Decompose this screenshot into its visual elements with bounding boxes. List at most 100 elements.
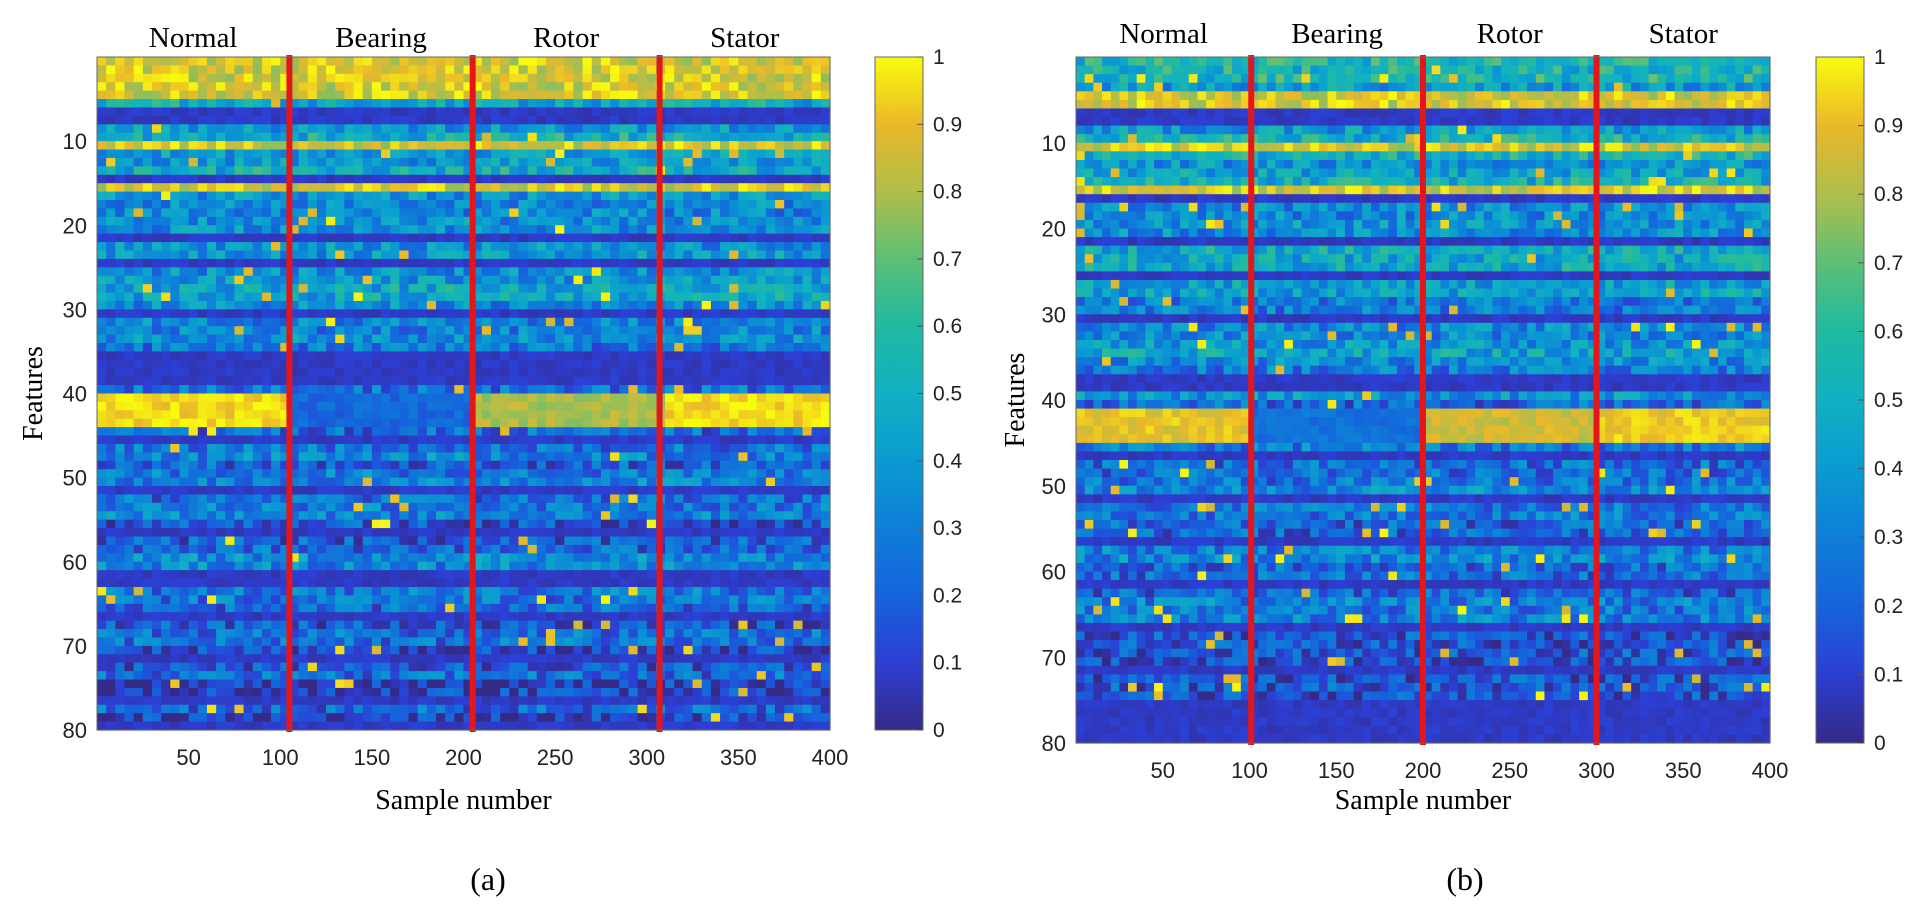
heatmap-cell	[381, 166, 391, 176]
heatmap-cell	[665, 334, 675, 344]
heatmap-cell	[170, 519, 181, 529]
heatmap-cell	[133, 494, 144, 504]
heatmap-cell	[472, 469, 483, 479]
heatmap-cell	[335, 275, 345, 285]
heatmap-cell	[362, 267, 373, 277]
heatmap-cell	[344, 300, 355, 310]
heatmap-cell	[390, 578, 400, 588]
heatmap-cell	[729, 326, 739, 336]
heatmap-cell	[490, 57, 501, 67]
heatmap-cell	[573, 309, 584, 319]
heatmap-cell	[747, 401, 758, 411]
heatmap-cell	[820, 410, 831, 420]
heatmap-cell	[188, 258, 199, 268]
heatmap-cell	[729, 191, 739, 201]
heatmap-cell	[371, 351, 382, 361]
heatmap-cell	[765, 90, 776, 100]
heatmap-cell	[133, 368, 144, 378]
heatmap-cell	[765, 326, 776, 336]
heatmap-cell	[518, 460, 529, 470]
heatmap-cell	[344, 393, 355, 403]
heatmap-cell	[97, 536, 107, 546]
heatmap-cell	[674, 435, 684, 445]
heatmap-cell	[417, 317, 428, 327]
heatmap-cell	[151, 174, 162, 184]
heatmap-cell	[161, 82, 171, 92]
heatmap-cell	[820, 191, 831, 201]
heatmap-cell	[390, 115, 400, 125]
heatmap-cell	[106, 317, 116, 327]
heatmap-cell	[747, 242, 758, 252]
heatmap-cell	[344, 124, 355, 134]
heatmap-cell	[775, 292, 785, 302]
heatmap-cell	[161, 157, 171, 167]
heatmap-cell	[765, 317, 776, 327]
heatmap-cell	[234, 57, 245, 67]
heatmap-cell	[97, 477, 107, 487]
heatmap-cell	[793, 317, 804, 327]
heatmap-cell	[701, 536, 712, 546]
heatmap-cell	[179, 469, 190, 479]
heatmap-cell	[600, 452, 611, 462]
heatmap-cell	[545, 166, 556, 176]
heatmap-cell	[115, 561, 126, 571]
heatmap-cell	[472, 351, 483, 361]
heatmap-cell	[555, 452, 565, 462]
heatmap-cell	[619, 343, 630, 353]
heatmap-cell	[509, 284, 520, 294]
heatmap-cell	[399, 502, 410, 512]
heatmap-cell	[710, 258, 721, 268]
heatmap-cell	[646, 250, 657, 260]
heatmap-cell	[454, 376, 465, 386]
heatmap-cell	[683, 242, 694, 252]
heatmap-cell	[472, 157, 483, 167]
heatmap-cell	[371, 502, 382, 512]
heatmap-cell	[417, 359, 428, 369]
heatmap-cell	[454, 250, 465, 260]
heatmap-cell	[307, 343, 318, 353]
heatmap-cell	[106, 267, 116, 277]
heatmap-cell	[591, 343, 602, 353]
heatmap-cell	[252, 385, 263, 395]
heatmap-cell	[765, 284, 776, 294]
heatmap-cell	[729, 393, 739, 403]
heatmap-cell	[509, 157, 520, 167]
heatmap-cell	[234, 183, 245, 193]
heatmap-cell	[216, 200, 226, 210]
heatmap-cell	[445, 317, 455, 327]
heatmap-cell	[811, 149, 822, 159]
heatmap-cell	[142, 132, 153, 142]
heatmap-cell	[573, 250, 584, 260]
heatmap-cell	[335, 292, 345, 302]
heatmap-cell	[619, 511, 630, 521]
heatmap-cell	[353, 326, 364, 336]
heatmap-cell	[371, 141, 382, 151]
heatmap-cell	[820, 376, 831, 386]
heatmap-cell	[582, 443, 593, 453]
heatmap-cell	[692, 469, 703, 479]
heatmap-cell	[436, 309, 446, 319]
heatmap-cell	[197, 200, 208, 210]
heatmap-cell	[536, 300, 547, 310]
heatmap-cell	[765, 553, 776, 563]
heatmap-cell	[600, 343, 611, 353]
heatmap-cell	[518, 385, 529, 395]
heatmap-cell	[188, 443, 199, 453]
heatmap-cell	[445, 90, 455, 100]
heatmap-cell	[216, 107, 226, 117]
heatmap-cell	[490, 82, 501, 92]
heatmap-cell	[115, 385, 126, 395]
heatmap-cell	[463, 216, 474, 226]
heatmap-cell	[472, 309, 483, 319]
heatmap-cell	[701, 519, 712, 529]
heatmap-cell	[371, 309, 382, 319]
heatmap-cell	[820, 284, 831, 294]
heatmap-cell	[710, 267, 721, 277]
heatmap-cell	[591, 359, 602, 369]
heatmap-cell	[243, 225, 254, 235]
heatmap-cell	[665, 73, 675, 83]
heatmap-cell	[344, 208, 355, 218]
heatmap-cell	[610, 452, 620, 462]
heatmap-cell	[280, 410, 291, 420]
heatmap-cell	[665, 368, 675, 378]
